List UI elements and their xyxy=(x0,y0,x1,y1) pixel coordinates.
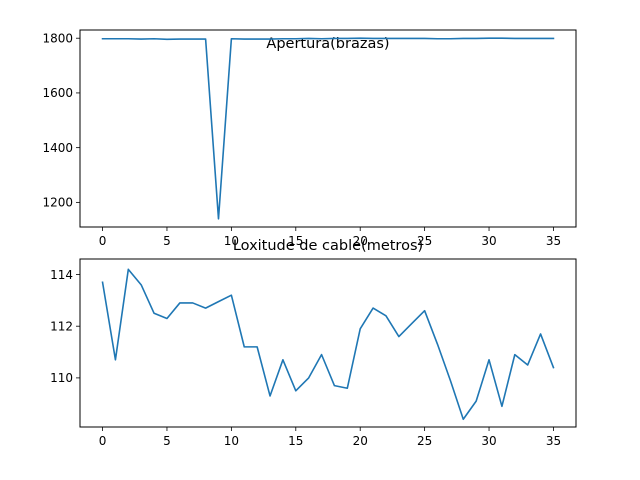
series-loxitude xyxy=(101,268,555,421)
subplot-loxitude: 0 5 10 15 20 25 30 35 110 112 114 Loxitude de cab… xyxy=(50,238,577,448)
x-tick-label: 25 xyxy=(417,434,432,448)
x-ticks-apertura: 0 5 10 15 20 25 30 35 xyxy=(99,227,561,248)
x-ticks-loxitude: 0 5 10 15 20 25 30 35 xyxy=(99,427,561,448)
series-apertura xyxy=(101,37,555,220)
series-line-apertura xyxy=(101,37,555,220)
subplot-apertura: Apertura(brazas) 0 5 10 15 20 25 30 35 1200 1400… xyxy=(42,29,577,248)
y-tick-label: 110 xyxy=(50,371,73,385)
x-tick-label: 0 xyxy=(99,234,107,248)
x-tick-label: 15 xyxy=(288,234,303,248)
chart-title-loxitude: Loxitude de cable(metros) xyxy=(233,238,423,254)
chart-title-apertura: Apertura(brazas) xyxy=(266,36,389,52)
y-tick-label: 112 xyxy=(50,320,73,334)
axes-frame-apertura xyxy=(79,29,577,228)
y-ticks-apertura: 1200 1400 1600 1800 xyxy=(42,32,80,210)
series-line-loxitude xyxy=(101,268,555,421)
x-tick-label: 35 xyxy=(546,434,561,448)
x-tick-label: 5 xyxy=(163,434,171,448)
x-tick-label: 15 xyxy=(288,434,303,448)
x-tick-label: 10 xyxy=(224,234,239,248)
x-tick-label: 35 xyxy=(546,234,561,248)
y-tick-label: 1200 xyxy=(42,196,73,210)
x-tick-label: 0 xyxy=(99,434,107,448)
axes-frame-loxitude xyxy=(79,258,577,428)
x-tick-label: 5 xyxy=(163,234,171,248)
x-tick-label: 25 xyxy=(417,234,432,248)
y-tick-label: 1600 xyxy=(42,86,73,100)
y-tick-label: 1400 xyxy=(42,141,73,155)
x-tick-label: 10 xyxy=(224,434,239,448)
x-tick-label: 20 xyxy=(353,434,368,448)
x-tick-label: 20 xyxy=(353,234,368,248)
y-ticks-loxitude: 110 112 114 xyxy=(50,268,80,385)
y-tick-label: 114 xyxy=(50,268,73,282)
x-tick-label: 30 xyxy=(481,234,496,248)
y-tick-label: 1800 xyxy=(42,32,73,46)
x-tick-label: 30 xyxy=(481,434,496,448)
